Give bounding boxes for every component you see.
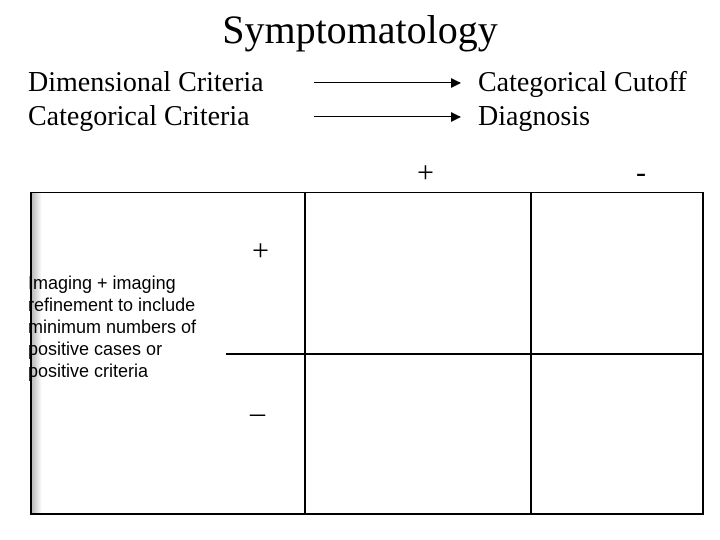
quadrant-grid <box>30 192 704 515</box>
grid-left-shade <box>32 193 42 513</box>
diagnosis-label: Diagnosis <box>478 100 687 134</box>
left-criteria-block: Dimensional Criteria Categorical Criteri… <box>28 66 264 134</box>
dimensional-criteria-label: Dimensional Criteria <box>28 66 264 100</box>
right-criteria-block: Categorical Cutoff Diagnosis <box>478 66 687 134</box>
arrow-icon <box>314 116 460 117</box>
column-header-plus: + <box>417 156 434 190</box>
page-title: Symptomatology <box>0 6 720 53</box>
categorical-criteria-label: Categorical Criteria <box>28 100 264 134</box>
categorical-cutoff-label: Categorical Cutoff <box>478 66 687 100</box>
column-header-minus: - <box>636 156 646 190</box>
grid-hline <box>226 353 702 355</box>
arrow-icon <box>314 82 460 83</box>
